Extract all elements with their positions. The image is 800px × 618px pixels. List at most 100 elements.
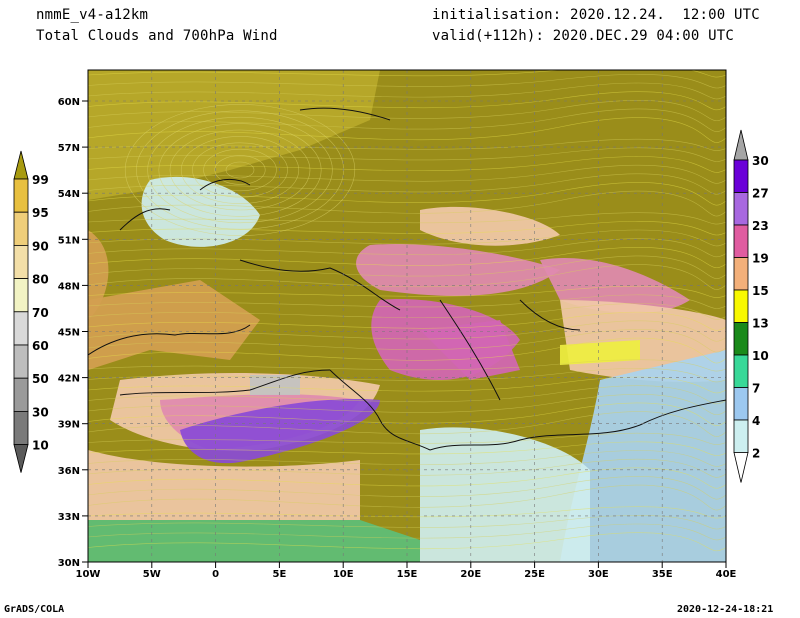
map-field: [88, 70, 726, 562]
wind-streamline: [88, 212, 726, 225]
cloud-region: [88, 230, 109, 320]
lon-label: 40E: [716, 569, 737, 580]
colorbar-swatch: [733, 289, 749, 323]
wind-streamline: [136, 110, 344, 230]
lon-label: 15E: [397, 569, 418, 580]
wind-streamline: [88, 173, 726, 195]
wind-streamlines: [88, 70, 726, 552]
wind-streamline: [88, 74, 726, 89]
wind-streamline: [88, 441, 726, 456]
wind-streamline: [88, 255, 726, 279]
wind-streamline: [88, 264, 726, 290]
lon-label: 10E: [333, 569, 354, 580]
lat-label: 39N: [58, 420, 80, 431]
wind-streamline: [88, 221, 726, 236]
colorbar-top-arrow: [13, 150, 29, 180]
colorbar-swatch: [13, 278, 29, 313]
wind-streamline: [88, 467, 726, 489]
wind-streamline: [88, 337, 726, 364]
wind-streamline: [88, 247, 726, 268]
cloud-region: [420, 206, 560, 246]
colorbar-swatch: [13, 211, 29, 246]
colorbar-swatch: [733, 257, 749, 291]
valid-time: valid(+112h): 2020.DEC.29 04:00 UTC: [432, 28, 735, 44]
cloud-region: [88, 520, 420, 562]
colorbar-swatch: [13, 311, 29, 346]
init-time: initialisation: 2020.12.24. 12:00 UTC: [432, 7, 760, 23]
wind-streamline: [88, 506, 726, 519]
wind-streamline: [180, 136, 300, 204]
coastline: [119, 369, 331, 396]
lon-label: 25E: [524, 569, 545, 580]
wind-streamline: [88, 190, 726, 217]
lon-label: 30E: [588, 569, 609, 580]
lon-label: 5E: [273, 569, 287, 580]
footer-left: GrADS/COLA: [4, 604, 65, 615]
colorbar-swatch: [733, 354, 749, 388]
lat-label: 57N: [58, 143, 80, 154]
lat-label: 30N: [58, 558, 80, 569]
colorbar-bottom-arrow: [13, 444, 29, 473]
wind-streamline: [88, 532, 726, 552]
wind-streamline: [88, 458, 726, 478]
wind-streamline: [88, 303, 726, 320]
colorbar-swatch: [13, 377, 29, 412]
lat-label: 33N: [58, 512, 80, 523]
coastline: [239, 259, 401, 311]
coastline: [639, 399, 726, 426]
colorbar-label: 30: [752, 154, 769, 168]
wind-streamline: [88, 411, 726, 437]
wind-streamline: [225, 161, 255, 179]
coastline: [88, 324, 251, 356]
coastline: [299, 107, 391, 121]
colorbar-label: 80: [32, 273, 49, 287]
colorbar-label: 95: [32, 206, 49, 220]
lat-label: 45N: [58, 328, 80, 339]
colorbar-swatch: [733, 159, 749, 193]
coastline: [199, 178, 251, 191]
coastline: [119, 208, 171, 231]
cloud-region: [250, 375, 300, 395]
product-title: Total Clouds and 700hPa Wind: [36, 28, 278, 44]
left-colorbar: 99 95 90 80 70 60 50 30 10: [13, 150, 49, 473]
wind-streamline: [88, 402, 726, 426]
wind-streamline: [158, 123, 322, 217]
lat-label: 54N: [58, 189, 80, 200]
wind-streamline: [88, 450, 726, 467]
wind-streamline: [88, 138, 726, 151]
wind-streamline: [214, 155, 266, 185]
lon-label: 0: [212, 569, 219, 580]
colorbar-top-arrow: [733, 129, 749, 161]
wind-streamline: [88, 285, 726, 298]
cloud-region: [560, 350, 726, 562]
model-title: nmmE_v4-a12km: [36, 7, 149, 23]
wind-streamline: [88, 156, 726, 173]
colorbar-label: 10: [32, 439, 49, 453]
lat-label: 51N: [58, 235, 80, 246]
wind-streamline: [88, 432, 726, 445]
lon-label: 5W: [143, 569, 161, 580]
coastline: [519, 299, 581, 331]
cloud-region: [420, 320, 520, 380]
wind-streamline: [147, 116, 333, 224]
wind-streamline: [88, 329, 726, 353]
colorbar-label: 50: [32, 372, 49, 386]
wind-streamline: [88, 238, 726, 258]
colorbar-swatch: [13, 344, 29, 379]
colorbar-bottom-arrow: [733, 452, 749, 483]
wind-streamline: [88, 229, 726, 247]
wind-streamline: [88, 147, 726, 162]
colorbar-label: 27: [752, 187, 769, 201]
wind-streamline: [192, 142, 288, 198]
colorbar-label: 15: [752, 284, 769, 298]
wind-streamline: [124, 104, 356, 236]
colorbar-label: 7: [752, 382, 760, 396]
colorbar-label: 70: [32, 306, 49, 320]
wind-streamline: [88, 117, 726, 143]
colorbar-swatch: [733, 419, 749, 453]
cloud-region: [88, 70, 380, 200]
coastlines: [88, 107, 726, 451]
wind-streamline: [88, 91, 726, 111]
wind-streamline: [203, 148, 277, 192]
colorbar-swatch: [13, 410, 29, 445]
